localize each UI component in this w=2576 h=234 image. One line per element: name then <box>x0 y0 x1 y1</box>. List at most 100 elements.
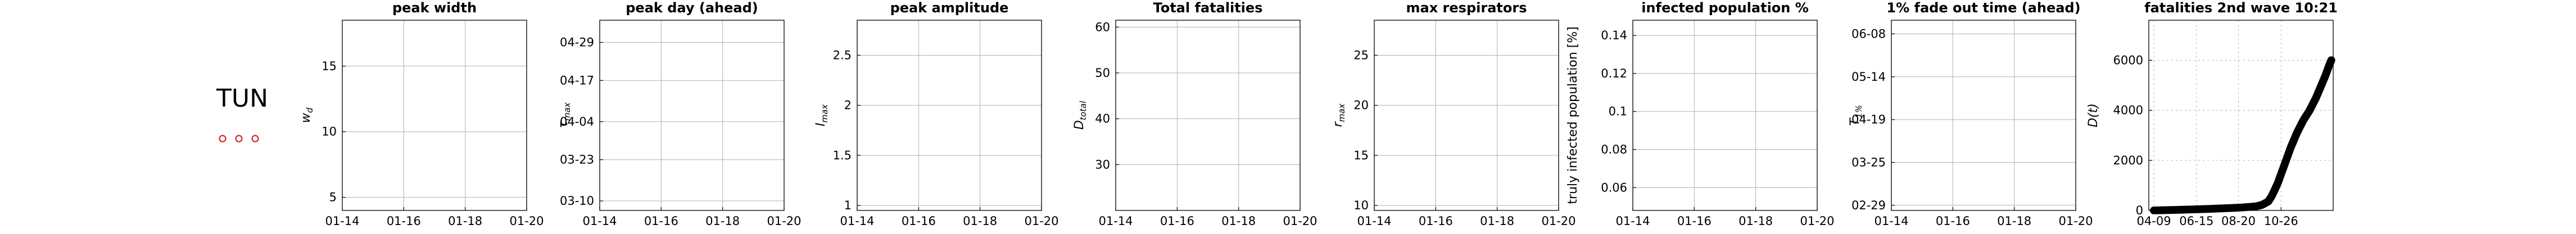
axes-frame <box>1374 20 1559 211</box>
y-tick-label: 0.14 <box>1601 29 1627 42</box>
y-tick-label: 03-25 <box>1851 155 1886 169</box>
y-tick-label: 0.1 <box>1609 105 1627 118</box>
chart-title: peak width <box>392 0 477 16</box>
x-tick-label: 01-20 <box>1800 214 1834 228</box>
y-tick-label: 0.12 <box>1601 67 1627 80</box>
axes-frame <box>857 20 1042 211</box>
x-tick-label: 01-20 <box>1541 214 1576 228</box>
axes-frame <box>342 20 527 211</box>
x-tick-label: 01-18 <box>1480 214 1514 228</box>
x-tick-label: 01-18 <box>1997 214 2031 228</box>
country-label: TUN <box>216 84 268 113</box>
data-point <box>2327 56 2335 65</box>
y-tick-label: 15 <box>1353 149 1369 162</box>
y-tick-label: 50 <box>1095 66 1110 80</box>
y-tick-label: 4000 <box>2113 104 2143 117</box>
country-marker <box>251 135 259 143</box>
x-tick-label: 01-20 <box>2058 214 2093 228</box>
axes-frame <box>1632 20 1818 211</box>
y-tick-label: 04-17 <box>560 74 594 87</box>
chart-title: fatalities 2nd wave 10:21 <box>2144 0 2338 16</box>
y-tick-label: 04-04 <box>560 115 594 129</box>
x-tick-label: 01-16 <box>902 214 936 228</box>
x-tick-label: 01-16 <box>387 214 421 228</box>
y-tick-label: 2.5 <box>833 48 852 62</box>
axes-frame <box>1115 20 1301 211</box>
y-tick-label: 04-19 <box>1851 113 1886 126</box>
y-tick-label: 03-23 <box>560 153 594 167</box>
axes-frame <box>599 20 785 211</box>
x-tick-label: 01-14 <box>582 214 617 228</box>
y-axis-label: Dtotal <box>1072 100 1088 130</box>
country-markers <box>219 135 259 143</box>
x-tick-label: 01-14 <box>1357 214 1391 228</box>
y-tick-label: 30 <box>1095 158 1110 171</box>
x-tick-label: 04-09 <box>2137 214 2171 228</box>
y-tick-label: 2 <box>844 99 852 112</box>
x-tick-label: 01-20 <box>767 214 801 228</box>
chart-title: peak amplitude <box>890 0 1009 16</box>
y-tick-label: 04-29 <box>560 36 594 49</box>
x-tick-label: 01-20 <box>1283 214 1317 228</box>
y-axis-label: τmax <box>556 102 572 128</box>
y-axis-label: D(t) <box>2086 103 2100 127</box>
chart-panel-7: 1% fade out time (ahead) 01-14 01-16 01-18 0… <box>1848 0 2093 228</box>
x-tick-label: 01-18 <box>1221 214 1256 228</box>
y-tick-label: 2000 <box>2113 154 2143 167</box>
y-tick-label: 02-29 <box>1851 199 1886 212</box>
y-tick-label: 60 <box>1095 20 1110 34</box>
x-tick-label: 01-16 <box>1677 214 1712 228</box>
chart-panel-1: peak width 01-14 01-16 01-18 01-20 5 10 15 wd <box>299 0 544 228</box>
country-marker <box>219 135 227 143</box>
x-tick-label: 01-20 <box>1024 214 1058 228</box>
chart-title: peak day (ahead) <box>626 0 758 16</box>
y-tick-label: 15 <box>322 59 337 73</box>
chart-panel-8: fatalities 2nd wave 10:21 04-09 06-15 08-20… <box>2086 0 2338 228</box>
y-tick-label: 0 <box>2136 204 2143 217</box>
x-tick-label: 01-18 <box>1739 214 1773 228</box>
x-tick-label: 10-26 <box>2264 214 2298 228</box>
x-tick-label: 01-14 <box>840 214 874 228</box>
y-axis-label: truly infected population [%] <box>1566 26 1580 204</box>
x-tick-label: 01-20 <box>509 214 544 228</box>
y-tick-label: 20 <box>1353 99 1369 112</box>
y-tick-label: 06-08 <box>1851 27 1886 40</box>
y-tick-label: 0.08 <box>1601 143 1627 157</box>
x-tick-label: 08-20 <box>2221 214 2256 228</box>
x-tick-label: 01-18 <box>448 214 482 228</box>
x-tick-label: 01-18 <box>963 214 997 228</box>
chart-panel-3: peak amplitude 01-14 01-16 01-18 01-20 1 1.5 2 2… <box>814 0 1059 228</box>
chart-panel-6: infected population % 01-14 01-16 01-18 01-2… <box>1566 0 1835 228</box>
x-tick-label: 01-18 <box>705 214 740 228</box>
x-tick-label: 06-15 <box>2179 214 2213 228</box>
chart-panel-4: Total fatalities 01-14 01-16 01-18 01-20 30 40… <box>1072 0 1318 228</box>
y-tick-label: 10 <box>1353 199 1369 212</box>
x-tick-label: 01-16 <box>1936 214 1970 228</box>
x-tick-label: 01-14 <box>1098 214 1133 228</box>
y-axis-label: T1% <box>1848 105 1864 126</box>
chart-title: infected population % <box>1641 0 1809 16</box>
y-tick-label: 40 <box>1095 112 1110 126</box>
y-tick-label: 05-14 <box>1851 70 1886 84</box>
y-tick-label: 25 <box>1353 48 1369 62</box>
y-tick-label: 5 <box>329 191 337 204</box>
x-tick-label: 01-14 <box>1615 214 1650 228</box>
country-marker <box>235 135 243 143</box>
y-tick-label: 0.06 <box>1601 181 1627 194</box>
chart-title: 1% fade out time (ahead) <box>1886 0 2080 16</box>
x-tick-label: 01-16 <box>1160 214 1194 228</box>
chart-panel-2: peak day (ahead) 01-14 01-16 01-18 01-20 03-1… <box>556 0 802 228</box>
chart-panel-5: max respirators 01-14 01-16 01-18 01-20 10 15 2… <box>1331 0 1576 228</box>
y-axis-label: Imax <box>814 104 830 126</box>
y-tick-label: 1.5 <box>833 149 852 162</box>
chart-title: Total fatalities <box>1153 0 1263 16</box>
axes-frame <box>1891 20 2076 211</box>
y-tick-label: 10 <box>322 125 337 139</box>
y-axis-label: wd <box>299 107 315 123</box>
y-axis-label: rmax <box>1331 104 1347 127</box>
x-tick-label: 01-16 <box>644 214 678 228</box>
y-tick-label: 03-10 <box>560 194 594 208</box>
y-tick-label: 1 <box>844 199 852 212</box>
x-tick-label: 01-16 <box>1419 214 1453 228</box>
